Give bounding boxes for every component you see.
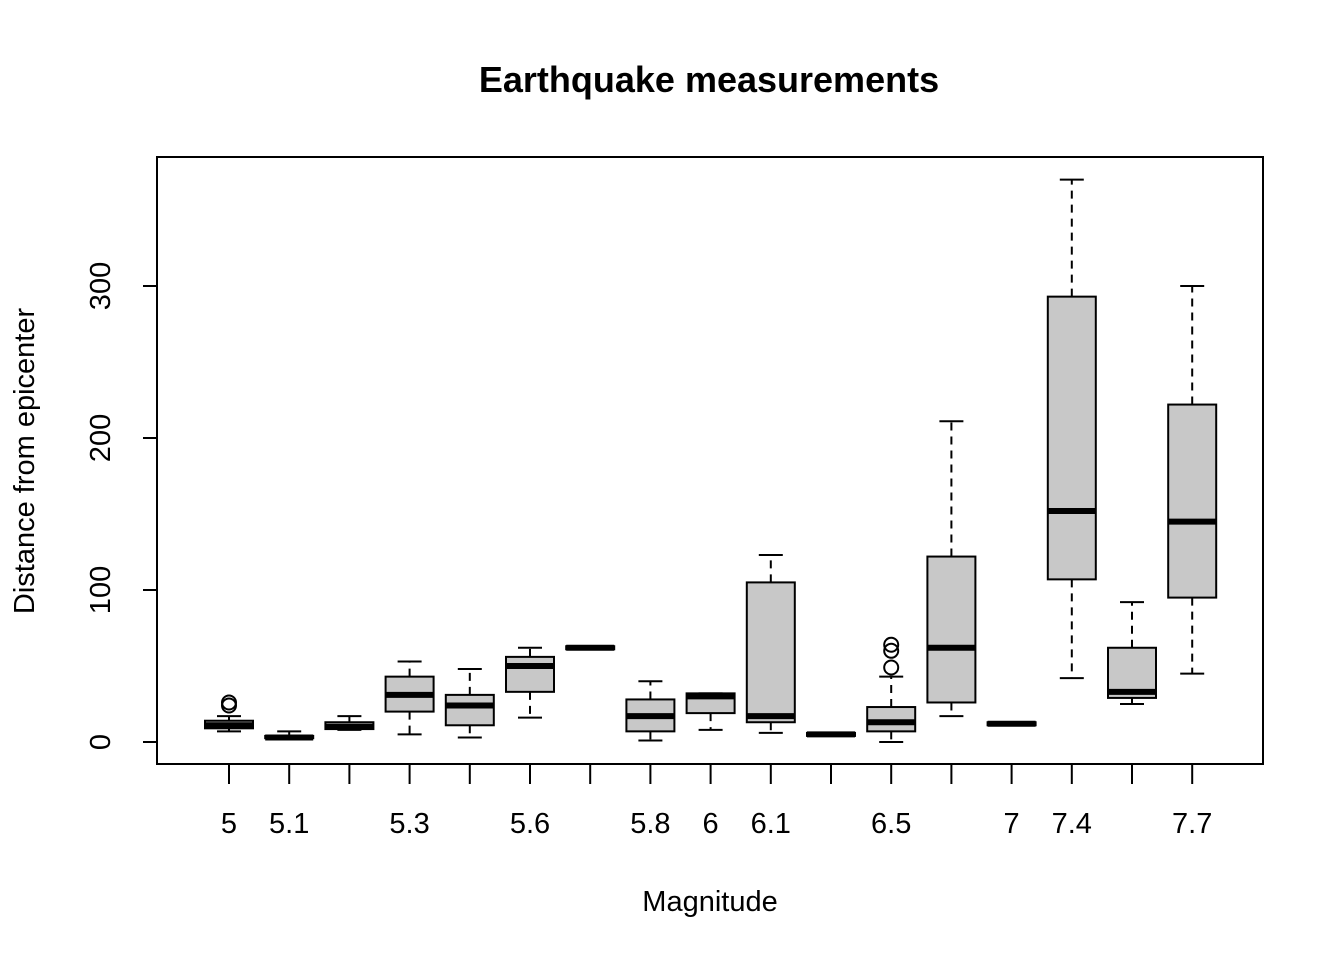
outlier-point: [883, 636, 900, 653]
box-iqr: [444, 693, 495, 727]
y-axis-label: Distance from epicenter: [9, 308, 41, 615]
y-axis: 0 100 200 300: [85, 262, 157, 750]
y-tick-label: 300: [85, 262, 117, 310]
chart-title: Earthquake measurements: [479, 59, 939, 100]
x-tick-label: 7: [1004, 808, 1020, 840]
box-group: [505, 646, 555, 719]
x-tick-label: 7.7: [1172, 808, 1212, 840]
x-tick-label: 5.6: [510, 808, 550, 840]
box-iqr: [866, 706, 917, 733]
x-tick-label: 5.1: [269, 808, 309, 840]
y-tick-label: 0: [85, 734, 117, 750]
x-tick-label: 5: [221, 808, 237, 840]
box-group: [324, 715, 375, 731]
box-iqr: [505, 655, 555, 693]
box-group: [1167, 285, 1218, 675]
box-group: [866, 636, 917, 743]
box-group: [1107, 601, 1157, 705]
box-group: [625, 680, 676, 742]
x-axis: 5 5.1 5.3 5.6 5.8 6 6.1 6.5 7 7.4 7.7: [221, 764, 1212, 840]
y-tick-label: 100: [85, 566, 117, 614]
box-group: [986, 720, 1037, 727]
x-tick-label: 5.8: [630, 808, 670, 840]
x-tick-label: 6.5: [871, 808, 911, 840]
box-group: [926, 420, 977, 718]
x-tick-label: 6.1: [751, 808, 791, 840]
box-iqr: [745, 581, 796, 724]
box-group: [204, 694, 254, 733]
plot-frame: [156, 156, 1264, 765]
outlier-point: [883, 642, 900, 659]
x-tick-label: 7.4: [1052, 808, 1092, 840]
box-group: [685, 692, 736, 731]
box-group: [1046, 178, 1097, 680]
outlier-point: [883, 659, 900, 676]
box-group: [444, 668, 495, 739]
outlier-point: [221, 694, 237, 711]
boxplot-series: [204, 178, 1218, 743]
box-group: [806, 731, 856, 738]
x-tick-label: 6: [703, 808, 719, 840]
y-tick-label: 200: [85, 414, 117, 462]
box-group: [264, 730, 315, 741]
x-axis-label: Magnitude: [642, 886, 777, 918]
box-iqr: [1046, 295, 1097, 581]
box-iqr: [1167, 403, 1218, 599]
box-group: [565, 644, 616, 651]
box-group: [745, 554, 796, 734]
x-tick-label: 5.3: [389, 808, 429, 840]
box-group: [384, 660, 435, 736]
box-iqr: [926, 555, 977, 704]
